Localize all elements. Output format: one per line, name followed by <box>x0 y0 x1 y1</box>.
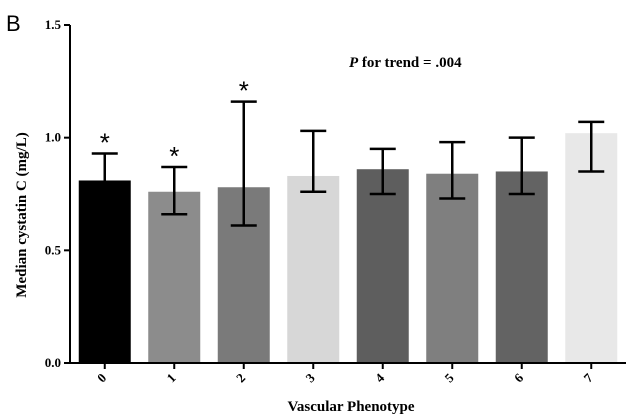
x-tick-label-6: 6 <box>511 370 527 386</box>
bar-5 <box>426 173 479 363</box>
y-tick-label-2: 1.0 <box>45 130 61 145</box>
x-tick-label-1: 1 <box>163 370 178 385</box>
y-tick-label-0: 0.0 <box>45 355 61 370</box>
trend-text: for trend = .004 <box>358 55 462 71</box>
x-tick-label-3: 3 <box>302 370 318 386</box>
significance-star-1: * <box>169 141 179 171</box>
p-symbol: P <box>349 55 359 71</box>
y-axis-title: Median cystatin C (mg/L) <box>14 132 30 297</box>
x-tick-label-5: 5 <box>441 370 457 386</box>
y-tick-label-3: 1.5 <box>45 17 62 32</box>
x-tick-label-0: 0 <box>94 370 109 385</box>
plot-area: * 0 * 1 * 2 3 4 5 6 7 0.0 0.5 1.0 1.5 <box>45 17 626 385</box>
x-tick-label-2: 2 <box>233 370 248 385</box>
bar-1 <box>148 191 201 363</box>
significance-star-0: * <box>100 127 110 157</box>
bar-0 <box>78 180 131 363</box>
x-axis-title: Vascular Phenotype <box>287 399 414 415</box>
x-tick-label-7: 7 <box>580 370 596 386</box>
bar-6 <box>495 171 548 363</box>
trend-annotation: P for trend = .004 <box>349 55 462 71</box>
bar-3 <box>287 175 340 363</box>
y-tick-label-1: 0.5 <box>45 242 62 257</box>
bar-4 <box>356 169 409 363</box>
panel-label: B <box>6 11 21 36</box>
x-tick-label-4: 4 <box>372 370 388 386</box>
significance-star-2: * <box>239 76 249 106</box>
